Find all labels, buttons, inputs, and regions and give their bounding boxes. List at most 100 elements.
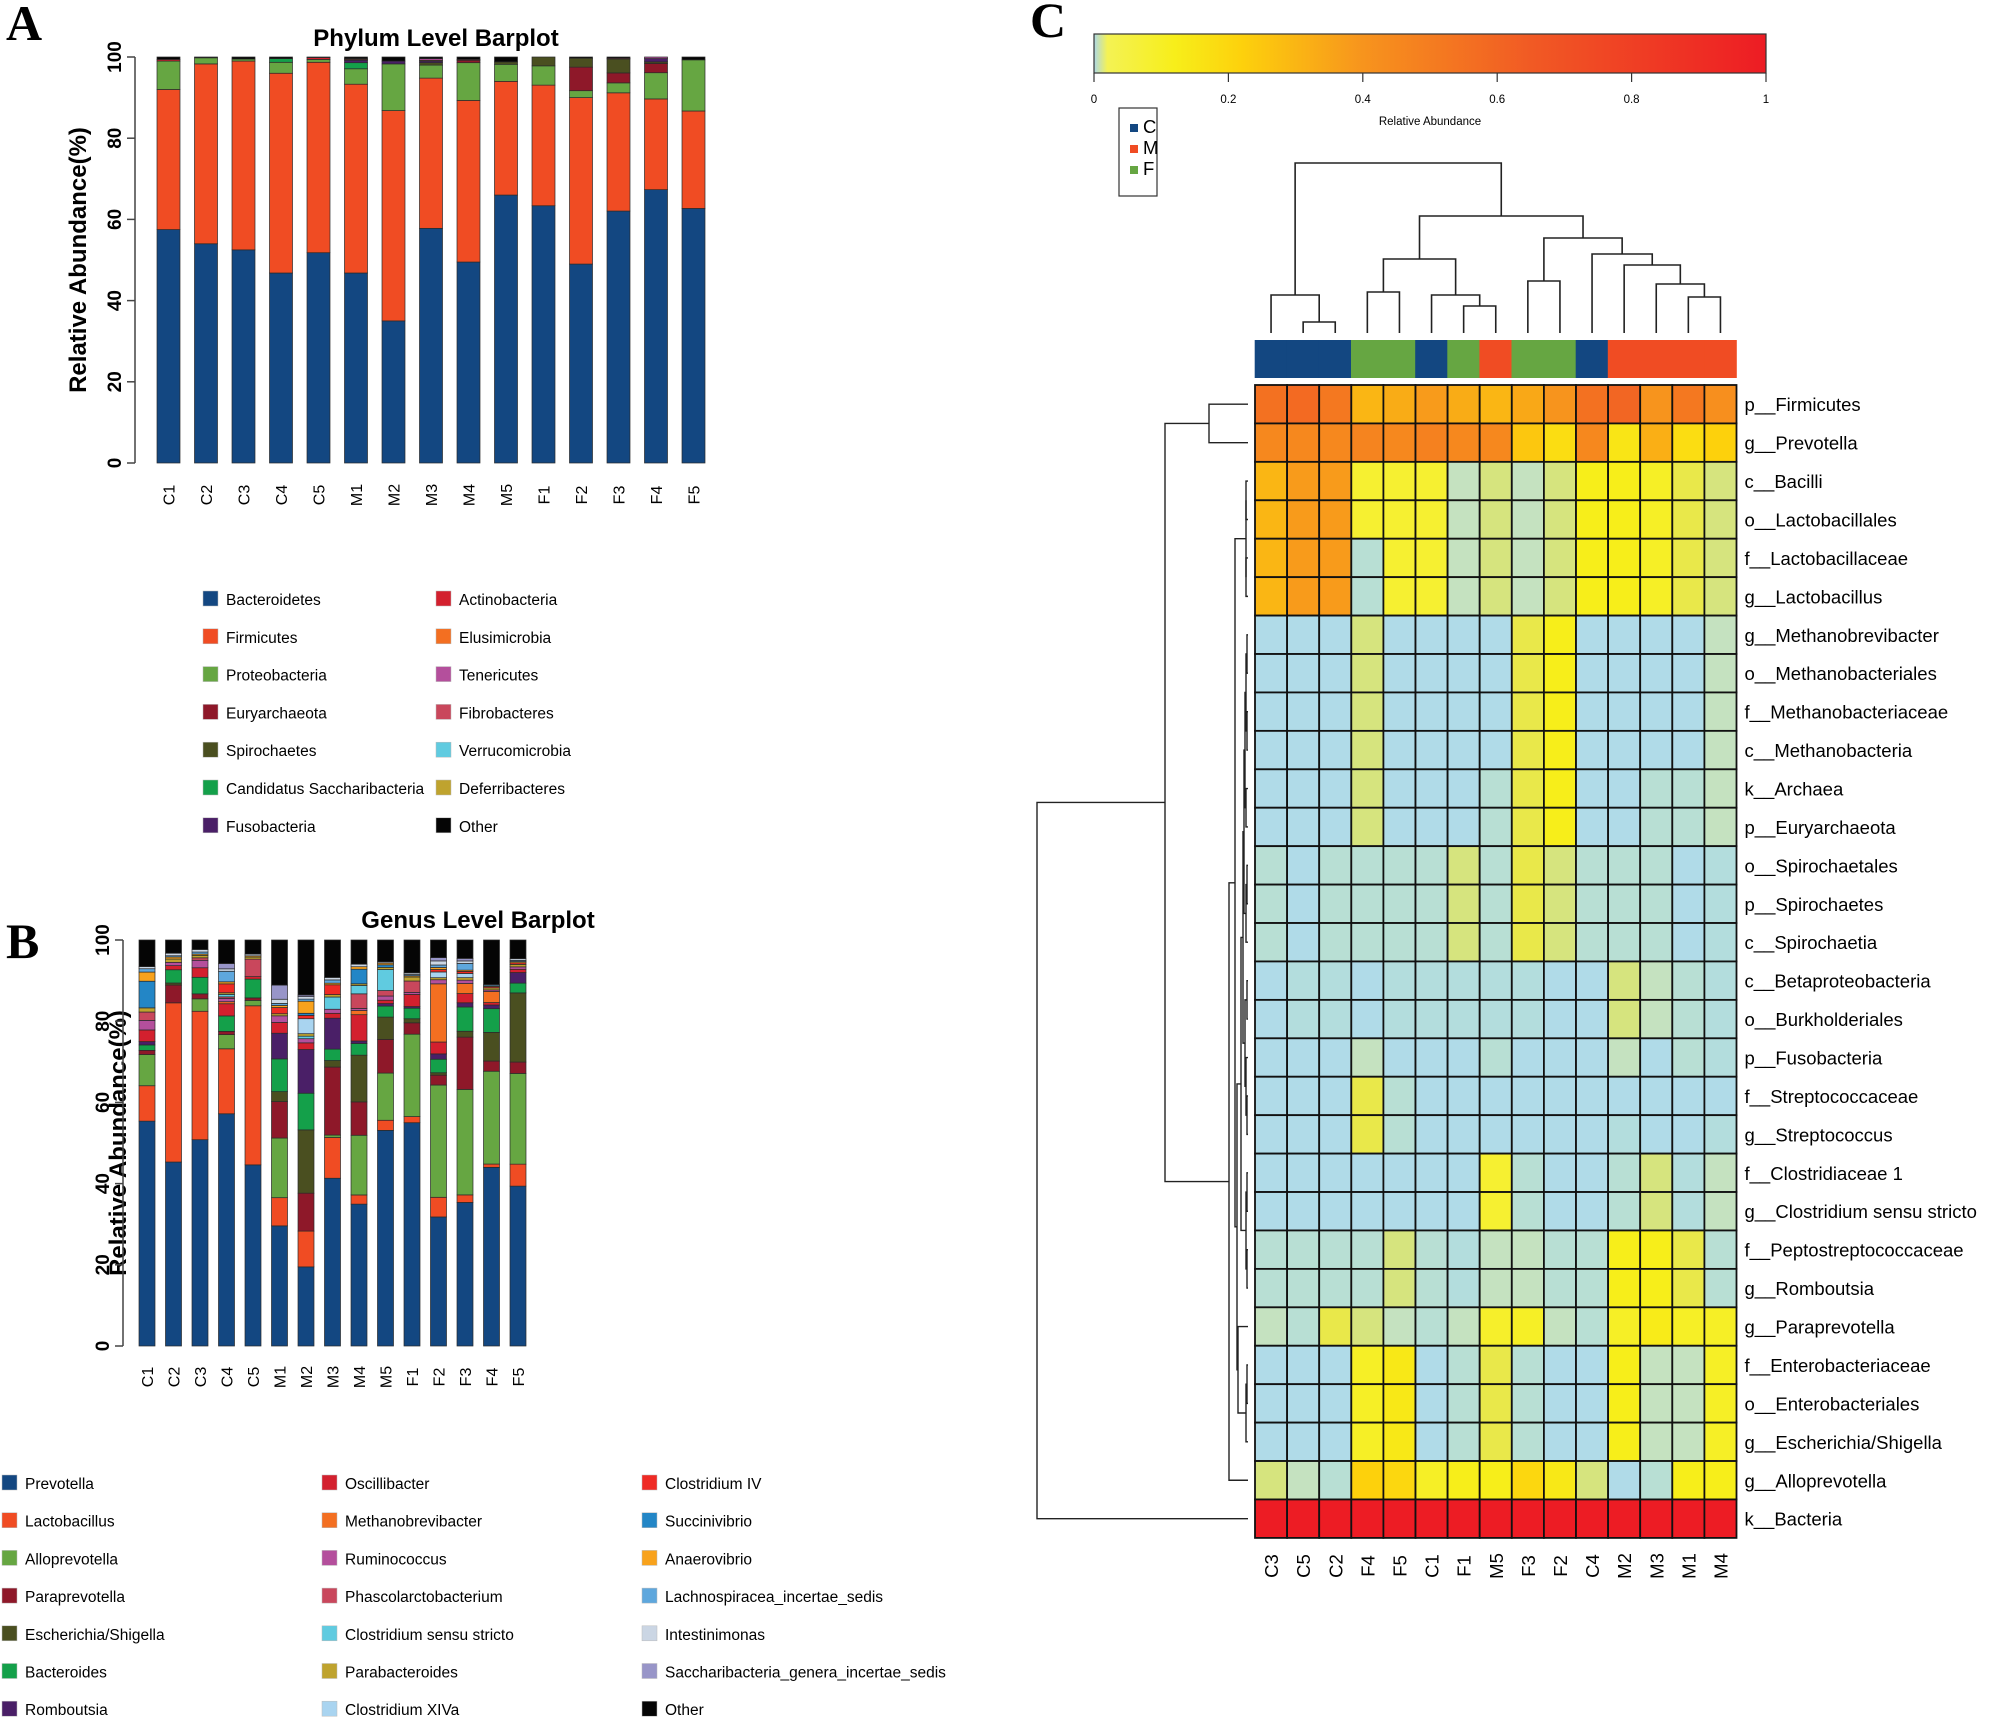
heatmap-cell [1286, 729, 1321, 771]
heatmap-cell [1543, 691, 1577, 732]
phylum-x-ticks: C1 C2 C3 C4 C5 M1 M2 M3 M4 M5 F1 F2 F3 F4 F5 [162, 484, 704, 506]
heatmap-cell [1318, 460, 1353, 502]
group-legend-label: C [1143, 116, 1156, 137]
genus-legend: Prevotella Lactobacillus Alloprevotella Par… [1, 1474, 946, 1719]
colorbar-tick-label: 0.8 [1624, 94, 1640, 106]
legend-label: Prevotella [25, 1476, 94, 1493]
heatmap-cell [1543, 422, 1577, 463]
heatmap-cell [1639, 1191, 1674, 1232]
bar-segment-proteobacteria [156, 60, 181, 90]
bar-segment-lactobacillus [350, 1194, 368, 1205]
heatmap-cell [1414, 1152, 1449, 1193]
heatmap-cell [1607, 960, 1642, 1001]
bar-segment-bacteroides [165, 969, 182, 984]
x-tick-label: F2 [432, 1368, 449, 1387]
bar-segment-lactobacillus [483, 1163, 500, 1168]
heatmap-cell [1543, 1037, 1577, 1078]
dendrogram-branch [1036, 801, 1248, 1520]
heatmap-cell [1478, 1075, 1513, 1117]
genus-y-tick-label: 40 [93, 1173, 114, 1194]
heatmap-cell [1446, 729, 1481, 771]
heatmap-cell [1543, 1460, 1577, 1501]
row-label: f__Lactobacillaceae [1745, 548, 1909, 570]
phylum-legend: Bacteroidetes Firmicutes Proteobacteria Eur… [202, 590, 571, 836]
heatmap-cell [1543, 576, 1577, 617]
legend-item-actinobacteria: Actinobacteria [435, 590, 558, 609]
bar-segment-lactobacillus [403, 1116, 421, 1124]
bar-segment-ruminococcus [138, 1020, 156, 1031]
legend-swatch [1, 1512, 18, 1528]
heatmap-cell [1318, 1191, 1353, 1232]
dendrogram-branch [1246, 1095, 1248, 1136]
bar-segment-bacteroidetes [456, 261, 481, 464]
heatmap-cell [1414, 1229, 1449, 1270]
heatmap-cell [1318, 998, 1353, 1040]
bar-segment-alloprevotella [138, 1054, 156, 1087]
bar-segment-bacteroides [244, 978, 262, 999]
heatmap-cell [1254, 1152, 1288, 1193]
bar-segment-lactobacillus [297, 1230, 315, 1268]
heatmap-cell [1286, 384, 1321, 425]
heatmap-row-f-streptococcaceae [1254, 1075, 1738, 1117]
bar-segment-other [297, 939, 315, 996]
bar-segment-alloprevotella [430, 1084, 447, 1198]
bar-segment-paraprevotella [430, 1074, 447, 1086]
heatmap-cell [1703, 729, 1738, 771]
bar-segment-bacteroidetes [569, 263, 593, 464]
heatmap-cell [1607, 537, 1642, 579]
bar-segment-bacteroidetes [306, 252, 331, 464]
bar-segment-euryarchaeota [606, 72, 631, 84]
heatmap-cell [1478, 1229, 1513, 1270]
heatmap-cell [1543, 1498, 1577, 1539]
group-bar-cell-m3 [1639, 340, 1673, 378]
heatmap-cell [1254, 845, 1288, 886]
legend-swatch [321, 1700, 338, 1717]
heatmap-row-c-bacilli [1254, 460, 1738, 502]
heatmap-cell [1350, 614, 1385, 655]
heatmap-cell [1607, 691, 1642, 732]
bar-segment-firmicutes [231, 60, 256, 251]
heatmap-cell [1575, 576, 1609, 617]
heatmap-cell [1382, 384, 1417, 425]
heatmap-cell [1639, 537, 1674, 579]
heatmap-cell [1575, 1037, 1609, 1078]
heatmap-cell [1478, 1421, 1513, 1462]
legend-item-prevotella: Prevotella [1, 1474, 94, 1493]
row-label: g__Streptococcus [1745, 1124, 1893, 1146]
bar-segment-methanobrevibacter [483, 991, 500, 1003]
heatmap-cell [1639, 883, 1674, 924]
bar-segment-intestinimonas [271, 998, 288, 1004]
heatmap-cell [1254, 1191, 1288, 1232]
bar-segment-bacteroides [350, 1043, 368, 1056]
row-label: c__Spirochaetia [1745, 932, 1878, 954]
heatmap-cell [1703, 1267, 1738, 1309]
heatmap-cell [1703, 1152, 1738, 1193]
bar-segment-proteobacteria [194, 57, 218, 65]
bar-segment-bacteroides [218, 1015, 235, 1032]
heatmap-cell [1350, 1267, 1385, 1309]
heatmap-cell [1286, 691, 1321, 732]
heatmap-cell [1414, 576, 1449, 617]
legend-label: Romboutsia [25, 1702, 108, 1719]
heatmap-cell [1510, 614, 1545, 655]
legend-label: Methanobrevibacter [345, 1514, 482, 1531]
bar-segment-firmicutes [344, 83, 368, 274]
heatmap-row-g-escherichia-shigella [1254, 1421, 1738, 1462]
heatmap-cell [1478, 806, 1513, 848]
bar-segment-parabacteroides [191, 954, 209, 959]
heatmap-cell [1478, 460, 1513, 502]
heatmap-cell [1382, 768, 1417, 809]
x-tick-label: C1 [162, 485, 179, 506]
bar-segment-clostridium-iv [324, 984, 341, 995]
bar-segment-clostridium-iv [218, 983, 235, 994]
legend-item-phascolarctobacterium: Phascolarctobacterium [321, 1587, 503, 1606]
heatmap-cell [1575, 384, 1609, 425]
bar-segment-proteobacteria [606, 82, 631, 94]
x-tick-label: F2 [574, 486, 591, 505]
legend-swatch [202, 590, 219, 607]
dendrogram-branch [1246, 710, 1248, 751]
bar-segment-bacteroidetes [344, 272, 368, 464]
heatmap-cell [1607, 729, 1642, 771]
heatmap-cell [1671, 729, 1706, 771]
